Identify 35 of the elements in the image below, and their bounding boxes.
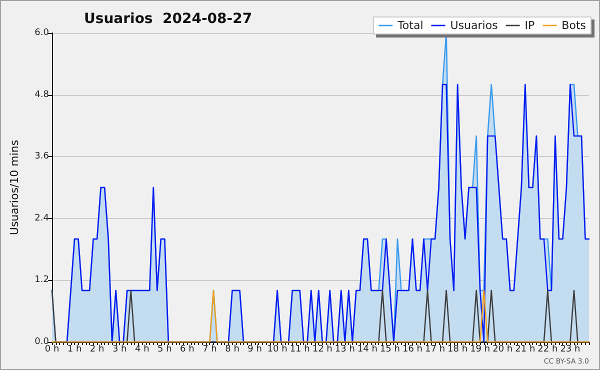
x-tick-label: 11 h [290, 344, 310, 354]
x-tick-label: 16 h [402, 344, 423, 354]
x-tick-label: 4 h [134, 344, 150, 354]
y-axis-title: Usuarios/10 mins [8, 140, 21, 236]
chart-title: Usuarios 2024-08-27 [84, 11, 252, 27]
legend-label: IP [524, 19, 536, 32]
x-tick-label: 23 h [560, 344, 580, 354]
y-tick-label: 2.4 [34, 213, 50, 224]
x-tick-label: 21 h [515, 344, 536, 354]
legend-label: Bots [562, 19, 586, 32]
x-tick-label: 18 h [448, 344, 468, 354]
x-tick-label: 5 h [158, 344, 172, 354]
legend-label: Total [396, 19, 424, 32]
y-tick-label: 3.6 [34, 152, 50, 162]
x-tick-label: 22 h [538, 344, 558, 354]
x-tick-label: 6 h [180, 344, 194, 354]
x-tick-label: 0 h [44, 344, 60, 354]
x-tick-label: 7 h [202, 344, 217, 354]
x-tick-label: 12 h [312, 344, 332, 354]
legend-label: Usuarios [450, 19, 498, 32]
x-tick-label: 17 h [425, 344, 446, 354]
x-tick-label: 10 h [267, 344, 288, 354]
x-tick-label: 13 h [334, 344, 355, 354]
x-tick-label: 20 h [492, 344, 513, 354]
y-tick-label: 6.0 [34, 28, 50, 38]
x-tick-label: 1 h [67, 344, 82, 354]
y-tick-label: 4.8 [34, 90, 50, 100]
x-tick-label: 14 h [357, 344, 378, 354]
x-tick-label: 2 h [90, 344, 104, 354]
x-tick-label: 15 h [380, 344, 400, 354]
x-tick-label: 19 h [470, 344, 490, 354]
x-tick-label: 3 h [112, 344, 127, 354]
x-tick-label: 8 h [225, 344, 240, 354]
x-tick-label: 9 h [248, 344, 262, 354]
y-tick-label: 1.2 [34, 275, 49, 286]
